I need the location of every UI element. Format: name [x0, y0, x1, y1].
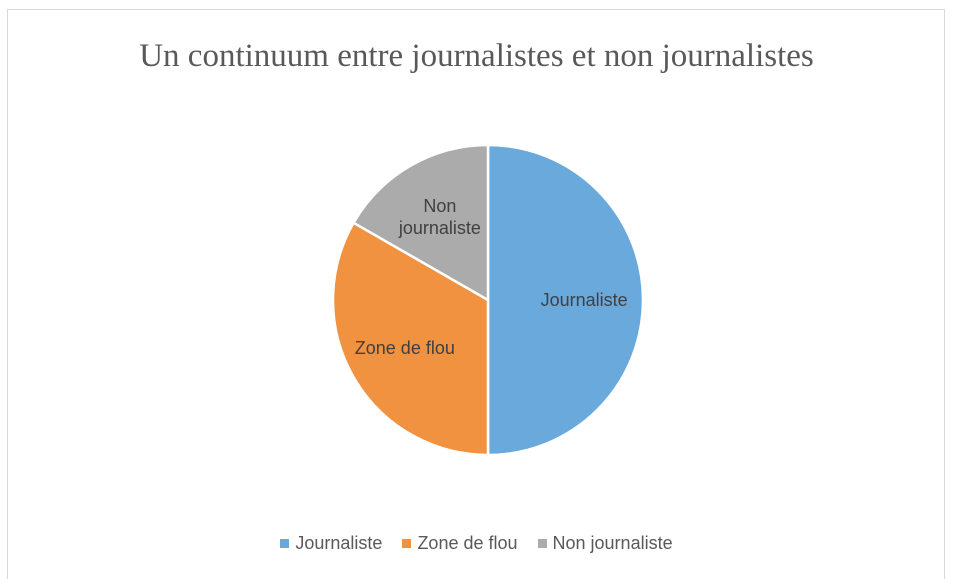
legend-label: Zone de flou	[417, 533, 518, 553]
legend-swatch-zone-de-flou	[402, 539, 412, 548]
slice-label-non-journaliste: Non journaliste	[398, 196, 481, 238]
chart-legend: Journaliste Zone de flou Non journaliste	[0, 533, 953, 554]
slice-label-zone-de-flou: Zone de flou	[355, 338, 455, 358]
legend-label: Journaliste	[295, 533, 383, 553]
legend-item-non-journaliste: Non journaliste	[537, 533, 673, 554]
legend-swatch-journaliste	[280, 539, 290, 548]
slice-label-journaliste: Journaliste	[541, 290, 628, 310]
legend-swatch-non-journaliste	[537, 539, 547, 548]
pie-slice-zone-de-flou	[331, 221, 490, 457]
legend-item-zone-de-flou: Zone de flou	[402, 533, 518, 554]
legend-label: Non journaliste	[552, 533, 673, 553]
pie-slice-non-journaliste	[352, 143, 490, 302]
chart-title: Un continuum entre journalistes et non j…	[139, 38, 814, 74]
legend-item-journaliste: Journaliste	[280, 533, 382, 554]
pie-slice-journaliste	[486, 143, 645, 457]
